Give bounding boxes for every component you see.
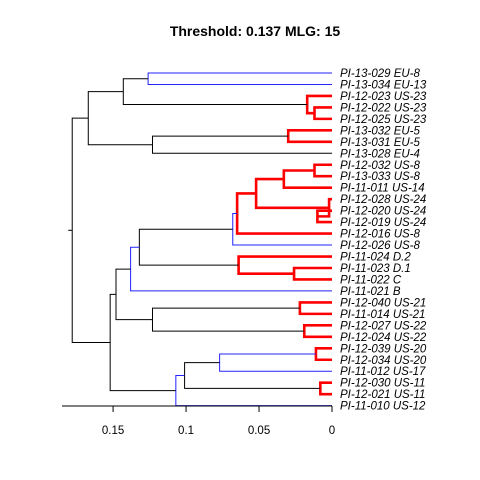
leaf-label: PI-12-028 US-24 (340, 194, 426, 206)
branch-n9 (282, 169, 332, 189)
leaf-label: PI-12-020 US-24 (340, 206, 426, 218)
branch-n25 (319, 381, 332, 396)
leaf-label: PI-12-034 US-20 (340, 355, 427, 367)
branch-n26 (184, 362, 321, 389)
leaf-label: PI-12-021 US-11 (340, 389, 425, 401)
leaf-label: PI-12-016 US-8 (340, 229, 421, 241)
leaf-label: PI-13-028 EU-4 (340, 148, 420, 160)
branch-n6 (151, 135, 332, 154)
leaf-label: PI-11-014 US-21 (340, 309, 425, 321)
branch-n28 (109, 293, 176, 392)
leaf-label: PI-11-022 C (340, 274, 402, 286)
branch-n8 (313, 163, 332, 178)
x-axis: 0.15 0.1 0.05 0 (62, 405, 335, 437)
leaf-label: PI-12-024 US-22 (340, 332, 427, 344)
leaf-label: PI-11-010 US-12 (340, 401, 426, 413)
leaf-label: PI-12-027 US-22 (340, 320, 427, 332)
leaf-label: PI-13-031 EU-5 (340, 137, 421, 149)
branch-n12 (254, 177, 330, 210)
leaf-label: PI-12-019 US-24 (340, 217, 426, 229)
x-tick-label: 0 (329, 425, 335, 437)
branch-n7 (87, 91, 153, 146)
leaf-label: PI-13-034 EU-13 (340, 79, 427, 91)
leaf-label: PI-11-011 US-14 (340, 183, 425, 195)
leaf-label: PI-12-030 US-11 (340, 378, 425, 390)
leaf-label: PI-11-024 D.2 (340, 252, 411, 264)
branch-n27 (175, 375, 332, 407)
x-tick-label: 0.05 (248, 425, 270, 437)
dendrogram-branches (68, 72, 332, 407)
branch-n22 (115, 268, 153, 321)
branch-n1 (313, 106, 332, 121)
branch-n2 (305, 94, 332, 115)
leaf-label: PI-13-029 EU-8 (340, 68, 421, 80)
branch-n18 (130, 246, 332, 292)
leaf-label: PI-11-012 US-17 (340, 366, 426, 378)
branch-n24 (219, 353, 332, 372)
branch-n19 (298, 301, 332, 316)
x-tick-label: 0.15 (102, 425, 124, 437)
chart-title: Threshold: 0.137 MLG: 15 (170, 23, 341, 39)
branch-n17 (138, 228, 239, 266)
branch-n21 (151, 307, 305, 332)
branch-n20 (302, 324, 332, 339)
branch-n4 (122, 78, 308, 106)
leaf-label: PI-13-032 EU-5 (340, 125, 421, 137)
leaf-label: PI-11-023 D.1 (340, 263, 411, 275)
branch-n3 (147, 72, 332, 85)
branch-n5 (286, 129, 332, 144)
leaf-label: PI-11-021 B (340, 286, 401, 298)
leaf-label: PI-12-039 US-20 (340, 343, 427, 355)
leaf-label: PI-12-025 US-23 (340, 114, 427, 126)
leaf-label: PI-13-033 US-8 (340, 171, 421, 183)
branch-n16 (237, 255, 332, 276)
leaf-label: PI-12-032 US-8 (340, 160, 421, 172)
branch-n10 (316, 209, 332, 224)
leaf-label: PI-12-040 US-21 (340, 297, 426, 309)
branch-n14 (232, 213, 332, 246)
leaf-label: PI-12-026 US-8 (340, 240, 421, 252)
x-tick-label: 0.1 (178, 425, 194, 437)
leaf-label: PI-12-022 US-23 (340, 102, 427, 114)
branch-n23 (314, 346, 332, 362)
branch-n29 (71, 117, 111, 343)
branch-n15 (292, 266, 332, 281)
leaf-label: PI-12-023 US-23 (340, 91, 427, 103)
